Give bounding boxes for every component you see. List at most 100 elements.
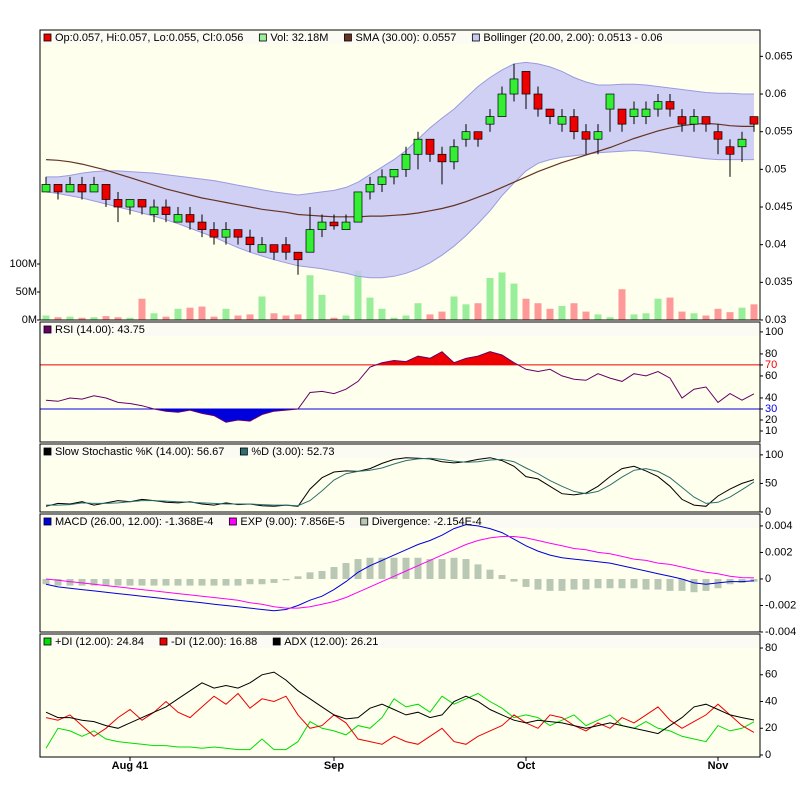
volume-tick-label: 0M — [22, 314, 37, 326]
legend-swatch — [228, 517, 237, 526]
histogram-bar — [282, 578, 290, 581]
candle-body — [641, 108, 651, 117]
histogram-bar — [450, 557, 458, 579]
volume-bar — [510, 283, 518, 320]
volume-bar — [642, 313, 650, 320]
histogram-bar — [318, 571, 326, 579]
indicator-line — [45, 536, 755, 609]
candle-body — [461, 131, 471, 140]
candle-body — [713, 131, 723, 140]
legend-strip — [40, 514, 760, 528]
histogram-bar — [486, 569, 494, 579]
indicator-line — [45, 692, 755, 751]
panel-border — [39, 443, 761, 513]
y-tick-label: 80 — [765, 642, 777, 654]
x-tick-label: Nov — [708, 760, 730, 772]
candle-body — [53, 184, 63, 193]
volume-bar — [402, 315, 410, 320]
candle-body — [113, 199, 123, 208]
indicator-line — [45, 524, 755, 612]
volume-bar — [570, 303, 578, 320]
volume-bar — [78, 317, 86, 320]
candle-body — [545, 108, 555, 117]
candle-body — [281, 244, 291, 253]
histogram-bar — [402, 557, 410, 579]
histogram-bar — [150, 578, 158, 586]
volume-bar — [150, 313, 158, 320]
bollinger-band — [46, 62, 754, 278]
panel-background — [40, 514, 760, 632]
volume-bar — [498, 272, 506, 320]
indicator-line — [45, 351, 755, 423]
histogram-bar — [462, 559, 470, 579]
histogram-bar — [102, 578, 110, 586]
volume-bar — [306, 275, 314, 320]
y-tick-label: 70 — [765, 359, 777, 371]
histogram-bar — [558, 578, 566, 591]
legend-label: %D (3.00): 52.73 — [251, 446, 334, 458]
legend-label: EXP (9.00): 7.856E-5 — [240, 516, 344, 528]
y-tick-label: 80 — [765, 348, 777, 360]
legend-strip — [40, 30, 760, 44]
panel-border — [39, 29, 761, 321]
y-tick-label: 0.065 — [765, 50, 793, 62]
candle-body — [557, 116, 567, 125]
volume-bar — [162, 316, 170, 320]
volume-tick-label: 100M — [9, 258, 37, 270]
candle-body — [617, 108, 627, 125]
volume-bar — [714, 308, 722, 320]
candle-body — [593, 131, 603, 140]
histogram-bar — [294, 576, 302, 579]
volume-bar — [258, 296, 266, 320]
histogram-bar — [42, 578, 50, 585]
histogram-bar — [510, 578, 518, 582]
y-tick-label: 0 — [765, 749, 771, 761]
histogram-bar — [306, 572, 314, 579]
candle-body — [473, 131, 483, 140]
histogram-bar — [534, 578, 542, 590]
volume-bar — [378, 308, 386, 320]
legend-label: RSI (14.00): 43.75 — [55, 324, 145, 336]
candle-body — [233, 229, 243, 238]
volume-bar — [486, 278, 494, 320]
histogram-bar — [330, 567, 338, 579]
indicator-line — [46, 457, 755, 507]
candle-body — [101, 184, 111, 200]
bollinger-upper — [46, 61, 754, 196]
y-tick-label: 0 — [765, 506, 771, 518]
y-tick-label: -0.004 — [765, 626, 796, 638]
volume-bar — [126, 317, 134, 320]
candle-body — [269, 244, 279, 253]
histogram-bar — [678, 578, 686, 591]
histogram-bar — [234, 578, 242, 586]
histogram-bar — [474, 564, 482, 579]
histogram-bar — [366, 557, 374, 579]
histogram-bar — [138, 578, 146, 586]
volume-bar — [474, 303, 482, 320]
legend-swatch — [360, 517, 369, 526]
histogram-bar — [690, 578, 698, 593]
legend-strip — [40, 444, 760, 458]
legend-label: Vol: 32.18M — [270, 32, 328, 44]
y-tick-label: 40 — [765, 695, 777, 707]
histogram-bar — [426, 559, 434, 579]
candle-body — [245, 236, 255, 246]
histogram-bar — [174, 578, 182, 586]
candle-body — [701, 116, 711, 125]
histogram-bar — [210, 578, 218, 586]
panel-background — [40, 634, 760, 757]
candle-body — [389, 169, 399, 178]
candle-body — [425, 138, 435, 155]
candle-body — [449, 146, 459, 163]
legend-swatch — [43, 325, 52, 334]
y-tick-label: 100 — [765, 326, 783, 338]
volume-bar — [618, 289, 626, 320]
volume-bar — [666, 297, 674, 320]
histogram-bar — [78, 578, 86, 586]
volume-bar — [54, 317, 62, 320]
candle-body — [521, 71, 531, 95]
histogram-bar — [222, 578, 230, 586]
volume-bar — [330, 317, 338, 320]
candle-body — [137, 199, 147, 208]
threshold-fill — [375, 351, 519, 365]
